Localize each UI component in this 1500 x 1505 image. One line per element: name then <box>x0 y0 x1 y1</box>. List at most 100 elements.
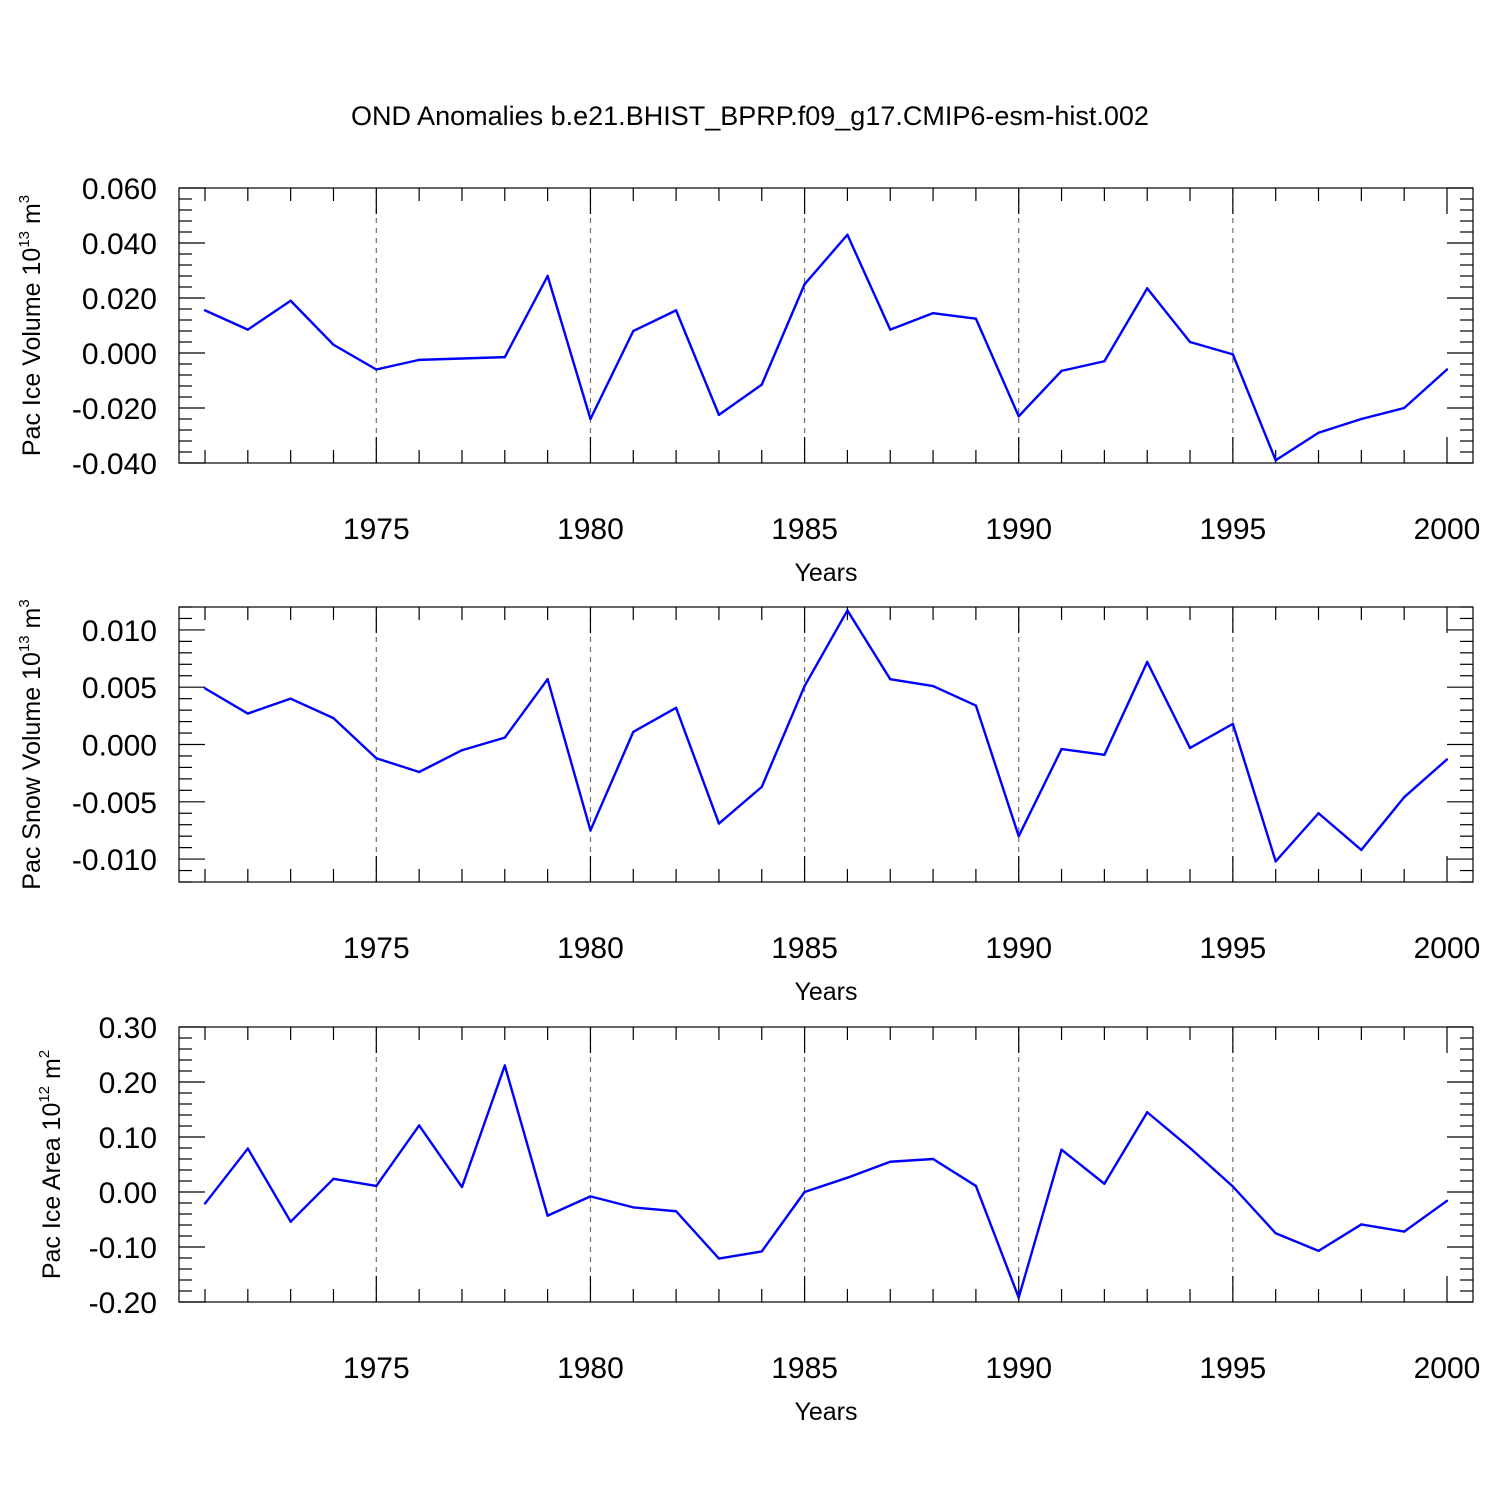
data-point <box>375 1184 378 1188</box>
data-point <box>417 770 421 774</box>
data-point <box>931 684 935 688</box>
data-point <box>546 1214 549 1217</box>
y-tick-label: 0.040 <box>82 228 157 261</box>
data-point <box>1188 1146 1192 1150</box>
y-axis-label-superscript: 3 <box>16 195 33 203</box>
x-axis-label: Years <box>794 978 857 1006</box>
data-point <box>1274 459 1277 462</box>
panel-1: -0.040 -0.020 0.000 0.020 0.040 0.060 1975 1980… <box>16 173 1480 587</box>
y-axis-label-part: m <box>38 1058 66 1086</box>
data-point <box>974 1184 978 1188</box>
data-point <box>1188 340 1192 344</box>
data-point <box>289 299 292 302</box>
data-point <box>1060 747 1063 751</box>
data-point <box>246 712 250 715</box>
y-tick-label: -0.020 <box>72 393 157 426</box>
data-point <box>1231 722 1235 726</box>
data-point <box>1146 660 1149 664</box>
y-axis-label-superscript: 13 <box>16 635 33 652</box>
data-point <box>931 311 935 315</box>
data-point <box>332 343 335 346</box>
data-point <box>1103 753 1106 757</box>
x-tick-label: 1995 <box>1199 932 1266 965</box>
y-tick-label: 0.000 <box>82 338 157 371</box>
data-point <box>589 1195 592 1198</box>
data-point <box>1103 1182 1106 1185</box>
y-tick-label: -0.20 <box>89 1287 157 1320</box>
data-point <box>546 274 549 278</box>
x-tick-label: 1985 <box>771 513 838 546</box>
data-point <box>674 1210 678 1213</box>
data-point <box>846 609 849 612</box>
data-point <box>889 328 892 331</box>
data-point <box>846 233 849 236</box>
x-tick-label: 1990 <box>985 1352 1052 1385</box>
y-tick-label: 0.20 <box>99 1067 157 1100</box>
y-axis-label: Pac Snow Volume 1013 m3 <box>16 599 46 889</box>
data-point <box>1402 406 1406 410</box>
x-tick-label: 1975 <box>343 513 410 546</box>
y-tick-label: -0.005 <box>72 787 157 820</box>
y-tick-label: 0.010 <box>82 615 157 648</box>
y-tick-label: 0.000 <box>82 730 157 763</box>
data-point <box>1146 287 1149 290</box>
data-point <box>1317 1249 1320 1253</box>
x-tick-label: 2000 <box>1414 513 1481 546</box>
x-axis-label: Years <box>794 1398 857 1426</box>
y-tick-label: -0.010 <box>72 844 157 877</box>
y-axis-label: Pac Ice Volume 1013 m3 <box>16 195 46 456</box>
data-point <box>375 368 378 371</box>
data-point <box>846 1176 849 1179</box>
panel-3: -0.20 -0.10 0.00 0.10 0.20 0.30 1975 1980 1985 19… <box>36 1012 1480 1426</box>
data-point <box>674 706 678 710</box>
data-point <box>1317 812 1320 815</box>
data-point <box>1317 431 1320 434</box>
y-tick-label: 0.30 <box>99 1012 157 1045</box>
y-axis-label-part: m <box>18 608 46 636</box>
data-point <box>1360 417 1363 421</box>
y-axis-label-part: m <box>18 203 46 231</box>
data-point <box>589 829 592 832</box>
data-point <box>760 1250 763 1253</box>
y-axis-label-part: Pac Snow Volume 10 <box>18 652 46 890</box>
data-point <box>717 413 721 417</box>
x-tick-label: 1975 <box>343 932 410 965</box>
data-point <box>203 1202 207 1205</box>
data-point <box>931 1157 935 1161</box>
data-point <box>1274 860 1277 863</box>
y-tick-label: 0.10 <box>99 1122 157 1155</box>
x-tick-label: 1995 <box>1199 1352 1266 1385</box>
data-point <box>546 677 549 681</box>
y-tick-label: 0.060 <box>82 173 157 206</box>
data-point <box>246 328 250 331</box>
panel-2: -0.010 -0.005 0.000 0.005 0.010 1975 1980 1985 1… <box>16 599 1480 1006</box>
x-tick-label: 1990 <box>985 513 1052 546</box>
data-point <box>632 329 635 333</box>
data-point <box>1445 758 1449 761</box>
y-tick-label: -0.10 <box>89 1232 157 1265</box>
data-point <box>1402 1230 1406 1233</box>
x-tick-label: 1980 <box>557 932 624 965</box>
data-point <box>375 757 378 760</box>
data-point <box>332 1177 335 1181</box>
data-point <box>1402 796 1406 799</box>
data-point <box>803 283 806 286</box>
y-tick-label: -0.040 <box>72 448 157 481</box>
data-point <box>1103 360 1106 363</box>
x-tick-label: 2000 <box>1414 1352 1481 1385</box>
data-point <box>1274 1232 1277 1235</box>
data-point <box>674 309 678 312</box>
data-point <box>889 1160 892 1163</box>
data-point <box>589 417 592 421</box>
y-tick-label: 0.005 <box>82 672 157 705</box>
data-point <box>203 687 207 690</box>
figure-title: OND Anomalies b.e21.BHIST_BPRP.f09_g17.C… <box>351 101 1149 131</box>
data-point <box>246 1147 250 1150</box>
y-axis-label-part: Pac Ice Volume 10 <box>18 248 46 456</box>
data-point <box>974 704 978 707</box>
data-point <box>632 730 635 734</box>
data-point <box>1445 368 1449 371</box>
y-axis-label-superscript: 2 <box>36 1050 53 1058</box>
data-point <box>1445 1199 1449 1203</box>
